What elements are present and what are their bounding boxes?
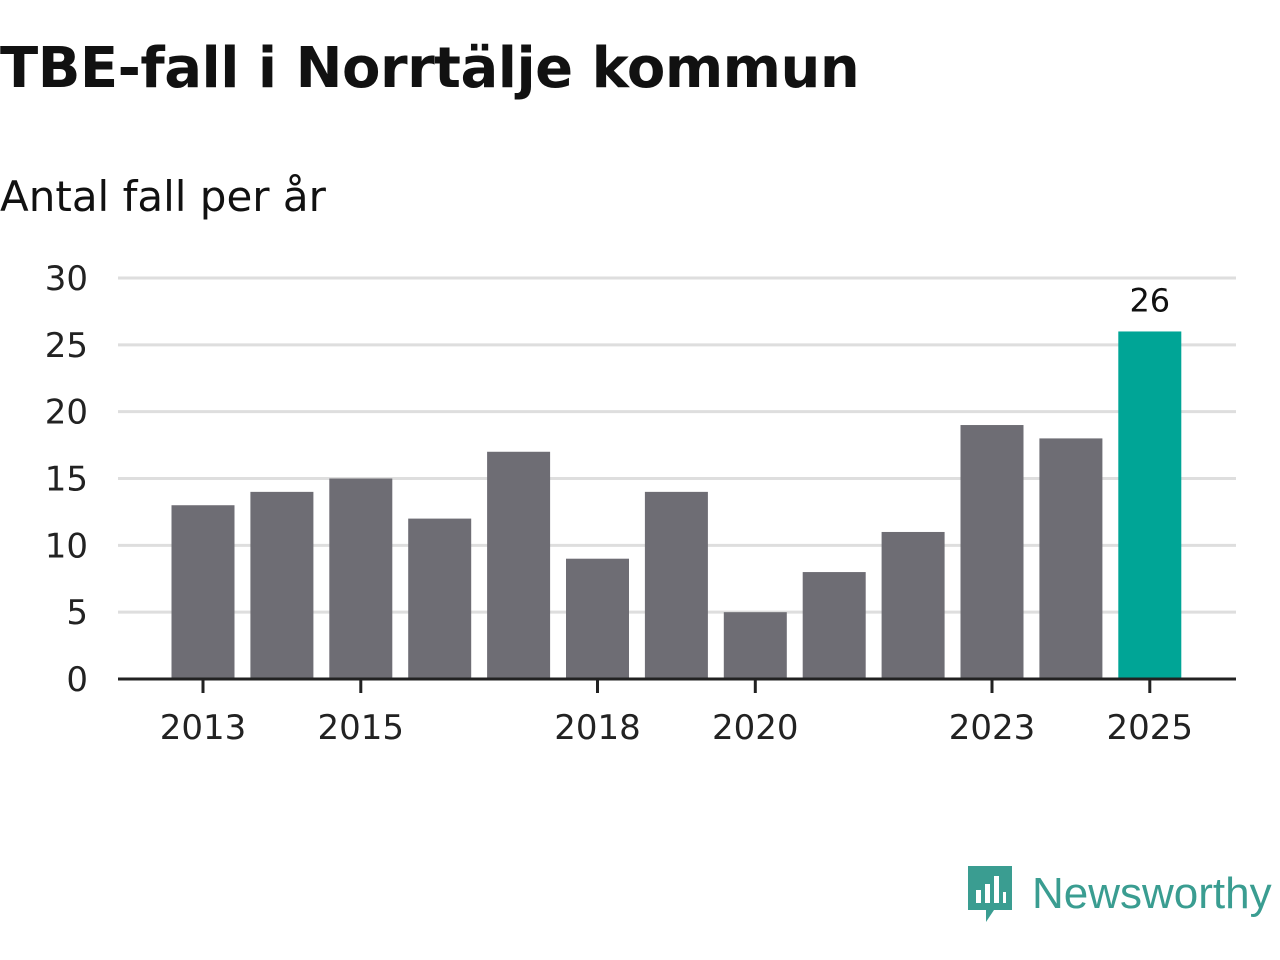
x-tick-label: 2025 (1107, 708, 1194, 748)
x-tick-label: 2018 (554, 708, 641, 748)
bar-2020 (723, 612, 787, 679)
bar-2021 (802, 572, 866, 679)
data-labels: 26 (1129, 281, 1170, 319)
data-label-2025: 26 (1129, 281, 1170, 319)
bar-2016 (408, 518, 472, 679)
bars (171, 331, 1182, 679)
y-axis-ticks: 0 5 10 15 20 25 30 (45, 259, 88, 700)
y-tick-label: 20 (45, 393, 88, 433)
brand-name: Newsworthy (1032, 869, 1272, 918)
bar-2019 (644, 491, 708, 679)
y-tick-label: 5 (66, 593, 88, 633)
bar-2022 (881, 531, 945, 679)
y-tick-label: 15 (45, 460, 88, 500)
bar-2013 (171, 505, 235, 679)
brand: Newsworthy (964, 862, 1272, 926)
x-tick-label: 2020 (712, 708, 799, 748)
bar-2025 (1118, 331, 1182, 679)
bar-chart-speech-bubble-icon (968, 866, 1012, 922)
bar-2015 (329, 478, 393, 679)
chart-title: TBE-fall i Norrtälje kommun (0, 36, 860, 101)
y-tick-label: 30 (45, 259, 88, 299)
y-tick-label: 0 (66, 660, 88, 700)
bar-2017 (487, 451, 551, 679)
x-tick-label: 2013 (160, 708, 247, 748)
bar-2014 (250, 491, 314, 679)
x-tick-label: 2023 (949, 708, 1036, 748)
chart-subtitle: Antal fall per år (0, 172, 326, 221)
bar-2018 (566, 558, 629, 679)
x-axis-ticks: 2013 2015 2018 2020 2023 2025 (160, 679, 1193, 748)
bar-2023 (960, 425, 1024, 679)
bar-2024 (1039, 438, 1103, 679)
y-tick-label: 10 (45, 526, 88, 566)
y-tick-label: 25 (45, 326, 88, 366)
x-tick-label: 2015 (318, 708, 405, 748)
